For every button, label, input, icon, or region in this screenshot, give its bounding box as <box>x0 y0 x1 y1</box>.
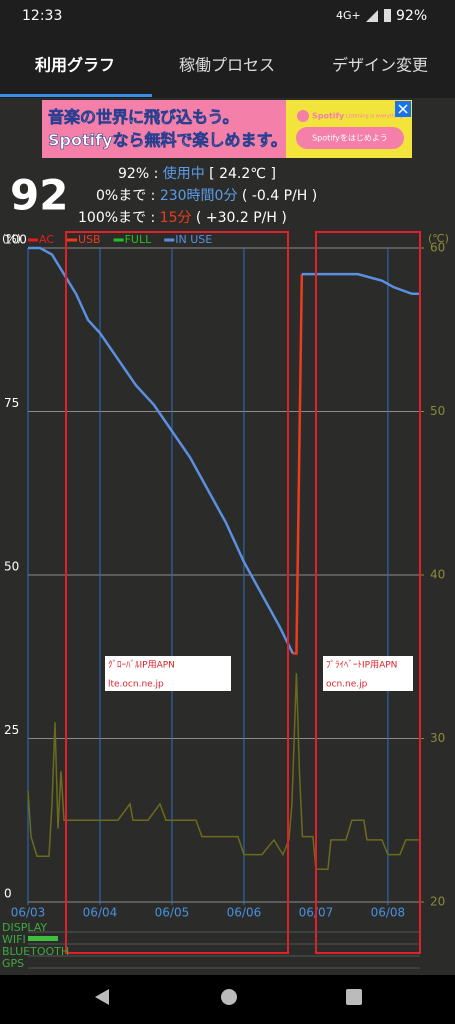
annotation-text: ｸﾞﾛｰﾊﾞﾙIP用APN <box>108 660 175 671</box>
y2-tick-label: 60 <box>430 241 445 255</box>
x-tick-label: 06/08 <box>371 906 406 920</box>
status-row-label: GPS <box>2 957 24 970</box>
summary-status: 15分 <box>160 210 192 226</box>
summary-status: 230時間0分 <box>160 188 238 204</box>
nav-recent[interactable] <box>346 989 362 1005</box>
tab[interactable]: デザイン変更 <box>332 56 428 75</box>
chart: (%) (℃) 0 25 50 75 100 20 30 40 50 60 06/03 06/04 06/0… <box>2 232 449 920</box>
summary-line: 92% : 使用中 [ 24.2℃ ] <box>118 165 276 182</box>
ad-button[interactable] <box>296 127 404 149</box>
y-tick-label: 0 <box>4 887 12 901</box>
signal-icon <box>366 10 378 22</box>
series-line <box>28 246 420 655</box>
y2-tick-label: 40 <box>430 568 445 582</box>
annotation-text: ocn.ne.jp <box>326 680 368 690</box>
network: 4G+ <box>336 9 361 22</box>
battery-icon <box>384 9 391 22</box>
series-line <box>292 274 304 655</box>
series-line <box>27 673 420 871</box>
y-tick-label: 75 <box>4 396 19 410</box>
content-bg <box>0 98 455 975</box>
ad-text: Spotifyなら無料で楽しめます。 <box>48 131 287 150</box>
status-row-label: DISPLAY <box>2 921 47 934</box>
tab[interactable]: 利用グラフ <box>35 56 115 75</box>
battery-text: 92% <box>396 8 427 24</box>
x-tick-label: 06/03 <box>11 906 46 920</box>
legend-label: AC <box>39 233 54 246</box>
annotation-text: ﾌﾟﾗｲﾍﾞｰﾄIP用APN <box>326 660 397 671</box>
y-tick-label: 50 <box>4 560 19 574</box>
legend-label: FULL <box>125 233 153 246</box>
highlight-box <box>315 231 421 954</box>
annotation-text: lte.ocn.ne.jp <box>108 680 164 690</box>
summary-label: 92% : <box>118 166 163 182</box>
ad-text: 音楽の世界に飛び込もう。 <box>48 108 239 127</box>
nav-back[interactable] <box>95 989 109 1005</box>
ad-close-x <box>398 104 408 114</box>
header-bg <box>0 0 455 98</box>
summary-status: 使用中 <box>163 165 205 182</box>
ad-tagline: Listening is everything <box>346 114 403 120</box>
ad-button-text: Spotifyをはじめよう <box>312 134 388 143</box>
legend-label: USB <box>78 233 101 246</box>
y2-tick-label: 50 <box>430 404 445 418</box>
y2-tick-label: 20 <box>430 895 445 909</box>
status-row-label: WIFI <box>2 933 26 946</box>
y-tick-label: 25 <box>4 723 19 737</box>
ad-left <box>42 100 286 158</box>
summary-detail: [ 24.2℃ ] <box>205 166 276 182</box>
summary-detail: ( +30.2 P/H ) <box>191 210 286 226</box>
x-tick-label: 06/04 <box>83 906 118 920</box>
highlight-box <box>65 231 289 954</box>
wifi-bar <box>28 936 58 941</box>
nav-home[interactable] <box>221 989 237 1005</box>
summary-line: 100%まで : 15分 ( +30.2 P/H ) <box>78 210 287 226</box>
summary-label: 0%まで : <box>96 188 160 204</box>
y-axis-label: (%) <box>2 232 21 245</box>
ad-logo <box>297 110 309 122</box>
annotation-box <box>105 656 231 691</box>
battery-level: 92 <box>10 171 68 220</box>
y2-axis-label: (℃) <box>428 232 449 245</box>
x-tick-label: 06/06 <box>227 906 262 920</box>
clock: 12:33 <box>22 8 62 24</box>
summary-label: 100%まで : <box>78 210 160 226</box>
tab-indicator <box>0 94 152 97</box>
ad-brand: Spotify <box>312 112 345 121</box>
y2-tick-label: 30 <box>430 731 445 745</box>
y-tick-label: 100 <box>4 233 27 247</box>
summary-detail: ( -0.4 P/H ) <box>237 188 317 204</box>
tab[interactable]: 稼働プロセス <box>179 56 275 75</box>
ad-banner[interactable]: 音楽の世界に飛び込もう。 Spotifyなら無料で楽しめます。 Spotify … <box>42 100 412 158</box>
legend-label: IN USE <box>175 233 212 246</box>
annotation-box <box>323 656 413 691</box>
status-row-label: BLUETOOTH <box>2 945 69 958</box>
x-tick-label: 06/05 <box>155 906 190 920</box>
summary-line: 0%まで : 230時間0分 ( -0.4 P/H ) <box>96 188 317 204</box>
